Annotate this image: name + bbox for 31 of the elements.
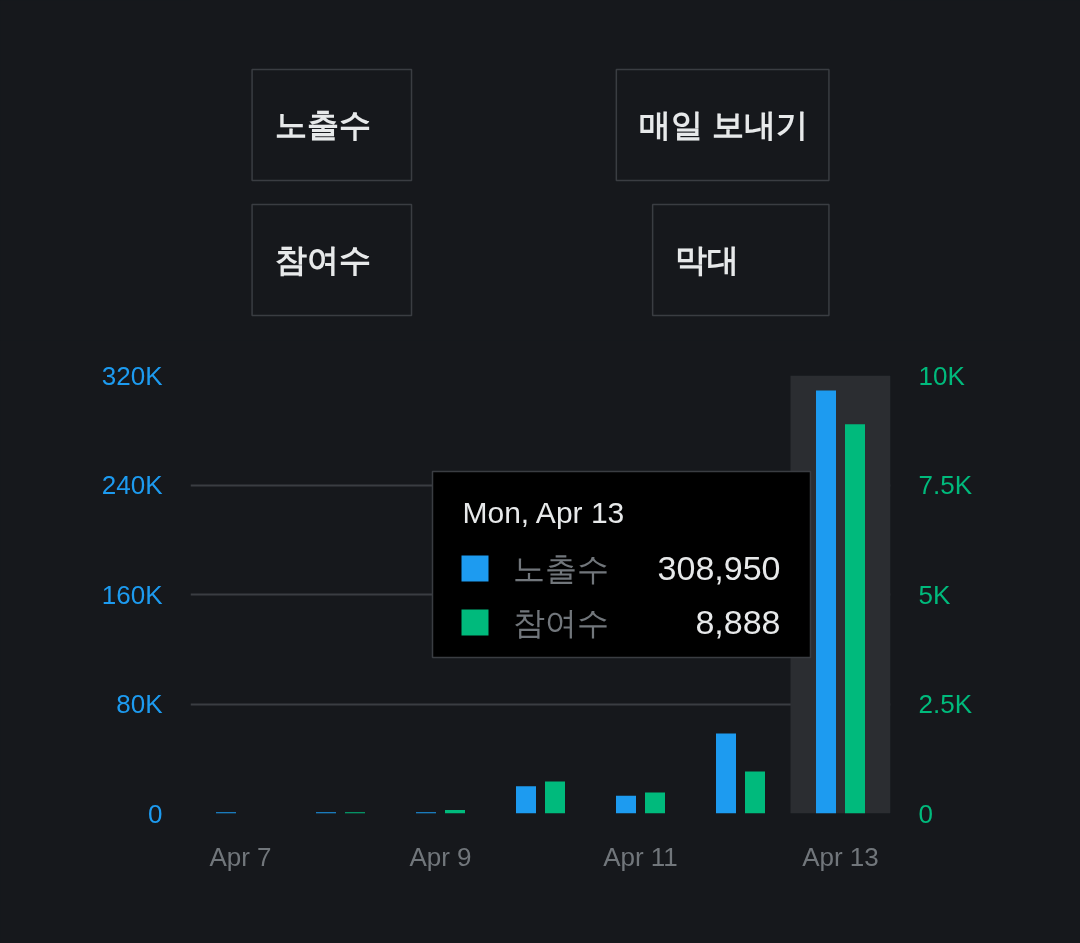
x-tick-label: Apr 7 (209, 841, 272, 872)
legend-label: 노출수 (512, 550, 609, 587)
y-tick-label: 160K (101, 579, 164, 610)
y-tick-label: 0 (148, 798, 163, 829)
annotation: 308,950 (657, 549, 781, 587)
bar (545, 781, 565, 814)
text: 막대 (675, 242, 740, 278)
y2-tick-label: 5K (918, 579, 951, 610)
annotation: Mon, Apr 13 (462, 496, 625, 529)
bar (645, 792, 665, 814)
text: 노출수 (274, 107, 371, 143)
bar (516, 786, 536, 814)
legend-label: 참여수 (512, 604, 609, 641)
annotation: 8,888 (695, 603, 781, 641)
x-tick-label: Apr 11 (603, 841, 678, 872)
y-tick-label: 80K (116, 689, 164, 719)
text: 참여수 (274, 242, 371, 278)
bar (745, 771, 765, 814)
y2-tick-label: 0 (918, 798, 933, 829)
bar (716, 733, 736, 814)
y2-tick-label: 2.5K (918, 689, 973, 719)
y2-tick-label: 7.5K (918, 470, 973, 500)
y-tick-label: 320K (101, 360, 164, 391)
x-tick-label: Apr 13 (802, 841, 879, 872)
bar (616, 795, 636, 814)
text: 매일 보내기 (639, 107, 808, 143)
bar (845, 424, 865, 814)
x-tick-label: Apr 9 (409, 841, 472, 872)
bar (816, 390, 836, 814)
y-tick-label: 240K (101, 470, 164, 500)
y2-tick-label: 10K (918, 360, 966, 391)
